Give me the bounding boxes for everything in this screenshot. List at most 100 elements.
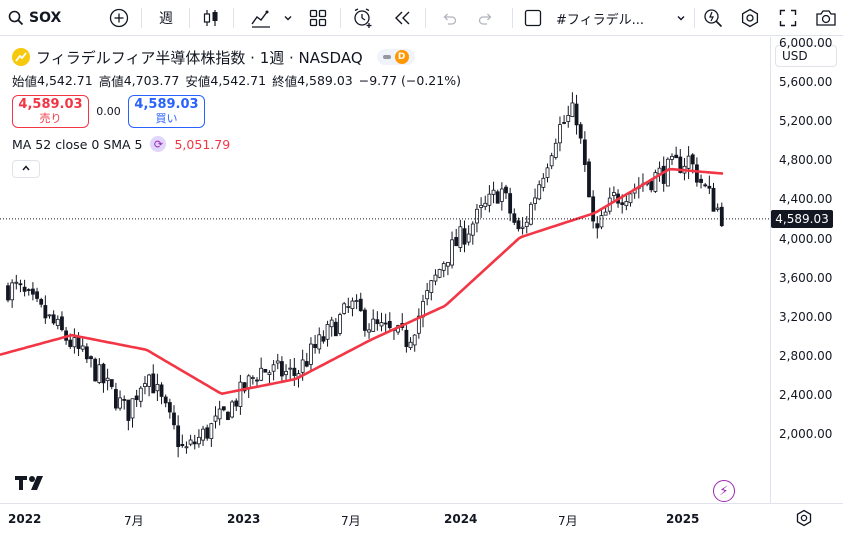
price-chart[interactable] xyxy=(0,37,770,503)
lightning-search-icon xyxy=(703,8,723,28)
layout-icon xyxy=(309,9,327,27)
candle-down xyxy=(163,396,168,404)
time-tick-label: 7月 xyxy=(341,514,361,528)
chevron-down-icon xyxy=(283,13,293,23)
candle-up xyxy=(250,377,255,379)
candle-down xyxy=(263,368,268,373)
toolbar-divider xyxy=(189,8,190,28)
candle-up xyxy=(155,384,160,392)
candle-down xyxy=(126,399,131,421)
candle-down xyxy=(84,346,89,360)
snapshot-button[interactable] xyxy=(813,6,839,30)
alert-button[interactable] xyxy=(350,6,376,30)
candle-up xyxy=(429,280,434,293)
buy-button[interactable]: 4,589.03 買い xyxy=(128,95,205,128)
candle-down xyxy=(711,187,716,212)
candle-up xyxy=(367,329,371,333)
compare-symbol-button[interactable] xyxy=(107,6,131,30)
candle-up xyxy=(628,193,633,204)
candle-down xyxy=(51,314,56,324)
candle-up xyxy=(80,345,85,350)
currency-selector[interactable]: USD xyxy=(775,45,837,67)
time-scale[interactable]: 2022 7月 2023 7月 2024 7月 2025 xyxy=(0,503,843,534)
market-status-badge[interactable]: D xyxy=(376,49,415,65)
candle-down xyxy=(279,361,284,377)
price-scale[interactable]: USD 6,000.00 5,600.00 5,200.00 4,800.00 4,40… xyxy=(770,36,843,503)
candles-icon xyxy=(201,8,221,28)
candle-up xyxy=(47,314,52,317)
toolbar-divider xyxy=(512,8,513,28)
candle-up xyxy=(259,367,264,381)
replay-button[interactable] xyxy=(391,6,415,30)
candle-up xyxy=(566,115,571,122)
chart-settings-button[interactable] xyxy=(795,509,815,529)
alert-icon xyxy=(352,7,374,29)
time-tick-label: 7月 xyxy=(124,514,144,528)
candle-up xyxy=(55,318,60,326)
toolbar-divider xyxy=(141,8,142,28)
indicators-button[interactable] xyxy=(247,6,275,30)
candle-up xyxy=(599,215,604,228)
chart-pane[interactable] xyxy=(0,37,770,503)
watchlist-selector[interactable]: #フィラデル... xyxy=(524,6,686,30)
open-label: 始値 xyxy=(12,73,38,89)
undo-button[interactable] xyxy=(438,6,460,30)
redo-button[interactable] xyxy=(475,6,497,30)
candle-down xyxy=(695,164,699,183)
candle-down xyxy=(578,124,583,139)
candle-down xyxy=(26,289,31,291)
candle-up xyxy=(288,367,293,370)
price-tick-label: 6,000.00 xyxy=(779,36,833,50)
symbol-title[interactable]: フィラデルフィア半導体株指数 · 1週 · NASDAQ xyxy=(36,48,363,67)
candle-down xyxy=(35,291,39,299)
candle-up xyxy=(118,397,122,409)
symbol-search-button[interactable]: SOX xyxy=(8,6,64,30)
candle-up xyxy=(545,167,550,178)
candle-up xyxy=(300,359,305,373)
candle-up xyxy=(458,226,463,248)
candle-up xyxy=(549,155,554,167)
candle-up xyxy=(130,398,135,419)
open-value: 4,542.71 xyxy=(37,72,93,88)
candle-down xyxy=(101,363,106,384)
layout-button[interactable] xyxy=(306,6,330,30)
candle-down xyxy=(562,122,566,124)
watchlist-name: #フィラデル... xyxy=(556,12,645,28)
candle-down xyxy=(76,337,81,349)
quick-search-button[interactable] xyxy=(701,6,725,30)
candle-down xyxy=(661,165,666,184)
interval-label: 週 xyxy=(159,11,173,27)
replay-icon xyxy=(394,10,412,26)
indicators-dropdown[interactable] xyxy=(280,6,296,30)
candle-up xyxy=(529,203,533,225)
candle-down xyxy=(159,384,164,397)
fullscreen-button[interactable] xyxy=(776,6,800,30)
collapse-legend-button[interactable] xyxy=(12,160,40,178)
tradingview-logo-icon[interactable] xyxy=(15,474,47,496)
candle-up xyxy=(466,233,471,243)
refresh-icon[interactable]: ⟳ xyxy=(150,136,167,152)
close-label: 終値 xyxy=(272,73,298,89)
candle-down xyxy=(226,411,230,421)
candle-down xyxy=(6,285,10,301)
candle-down xyxy=(375,319,380,325)
lightning-icon[interactable]: ⚡ xyxy=(713,480,735,502)
interval-button[interactable]: 週 xyxy=(152,6,180,30)
candle-down xyxy=(180,444,185,447)
sell-button[interactable]: 4,589.03 売り xyxy=(12,95,89,128)
candle-up xyxy=(437,269,442,278)
candle-up xyxy=(14,281,19,284)
candle-up xyxy=(184,446,189,449)
candle-up xyxy=(143,383,147,388)
candle-down xyxy=(649,180,654,191)
candle-up xyxy=(97,364,102,383)
time-tick-label: 7月 xyxy=(558,514,578,528)
candle-down xyxy=(30,288,35,295)
candle-up xyxy=(342,303,347,314)
currency-label: USD xyxy=(782,49,808,63)
ma-indicator-legend[interactable]: MA 52 close 0 SMA 5 ⟳ 5,051.79 xyxy=(12,134,461,154)
time-tick-label: 2022 xyxy=(8,512,42,526)
candle-up xyxy=(196,436,201,445)
settings-button[interactable] xyxy=(738,6,762,30)
chart-type-button[interactable] xyxy=(199,6,223,30)
